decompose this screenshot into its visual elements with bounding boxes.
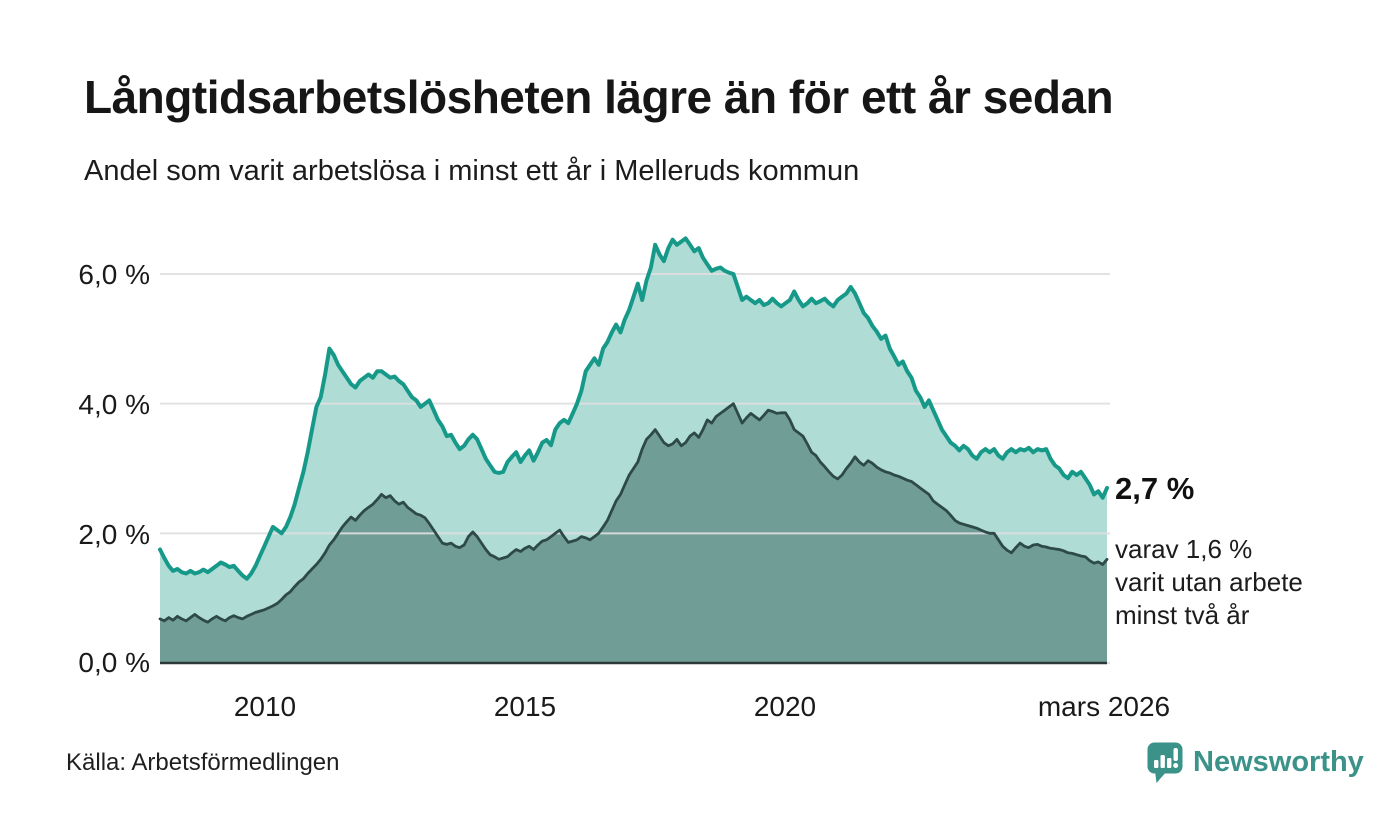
source-note: Källa: Arbetsförmedlingen (66, 749, 340, 776)
note-line-1: varav 1,6 % (1115, 534, 1253, 564)
y-tick-label-4: 4,0 % (78, 389, 150, 420)
x-tick-label-2010: 2010 (233, 691, 297, 722)
y-tick-label-2: 2,0 % (78, 519, 150, 550)
note-line-2: varit utan arbete (1115, 567, 1303, 597)
newsworthy-brand: Newsworthy (1146, 741, 1364, 784)
page-title: Långtidsarbetslösheten lägre än för ett … (84, 71, 1114, 123)
x-tick-label-2020: 2020 (753, 691, 817, 722)
latest-value-note: varav 1,6 % varit utan arbete minst två … (1115, 533, 1303, 632)
brand-wordmark: Newsworthy (1193, 746, 1364, 778)
latest-value-label: 2,7 % (1115, 471, 1195, 506)
x-tick-label-2015: 2015 (493, 691, 557, 722)
x-tick-label-mars-2026: mars 2026 (1037, 691, 1171, 722)
y-tick-label-6: 6,0 % (78, 259, 150, 290)
note-line-3: minst två år (1115, 600, 1250, 630)
page-subtitle: Andel som varit arbetslösa i minst ett å… (84, 155, 860, 187)
newsworthy-logo-icon (1147, 742, 1183, 783)
y-tick-label-0: 0,0 % (78, 647, 150, 678)
